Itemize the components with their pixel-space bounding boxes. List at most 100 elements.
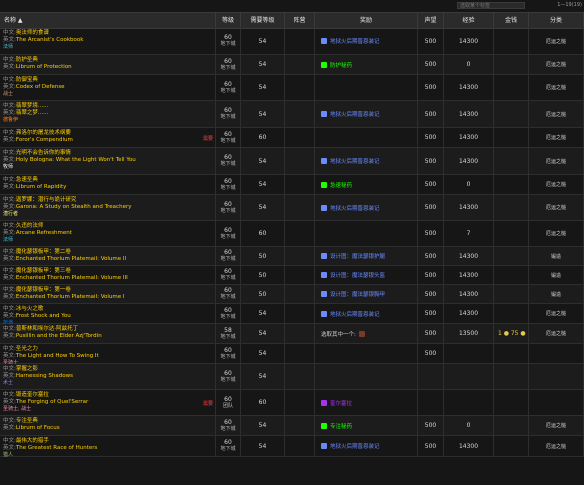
reward-item-link[interactable]: 设计图：魔法瑟银护腿 — [330, 254, 386, 260]
column-header-experience[interactable]: 经验 — [444, 13, 494, 28]
category-cell[interactable]: 厄运之槌 — [529, 324, 584, 343]
quest-name-chinese-link[interactable]: 奥法师的食谱 — [15, 30, 49, 36]
quest-name-english-link[interactable]: Garona: A Study on Stealth and Treachery — [15, 204, 132, 210]
reward-item-icon[interactable] — [321, 111, 327, 117]
quest-name-english-link[interactable]: Foror's Compendium — [15, 137, 73, 143]
search-input[interactable]: 选取某个标签 — [457, 2, 525, 9]
reward-item-link[interactable]: 地狱火后期晋恩装记 — [330, 112, 380, 118]
reward-item-icon[interactable] — [358, 330, 365, 337]
quest-name-chinese-link[interactable]: 冰与火之歌 — [15, 306, 44, 312]
category-cell[interactable] — [529, 390, 584, 415]
column-header-reputation[interactable]: 声望 — [418, 13, 444, 28]
table-row[interactable]: 中文:圣光之力 英文:The Light and How To Swing It 圣… — [0, 344, 584, 366]
quest-name-chinese-link[interactable]: 弗洛尔的屠龙技术纲要 — [15, 130, 71, 136]
table-row[interactable]: 中文:防护圣典 英文:Librum of Protection 60 地下城 54 500… — [0, 55, 584, 75]
reward-item-link[interactable]: 地狱火后期晋恩装记 — [330, 39, 380, 45]
quest-name-chinese-link[interactable]: 魔化瑟银板甲：第二卷 — [15, 249, 71, 255]
category-cell[interactable]: 锻造 — [529, 285, 584, 303]
table-row[interactable]: 中文:魔化瑟银板甲：第一卷 英文:Enchanted Thorium Platem… — [0, 285, 584, 304]
class-restriction[interactable]: 法师 — [3, 237, 14, 243]
category-cell[interactable]: 厄运之槌 — [529, 55, 584, 74]
class-restriction[interactable]: 法师 — [3, 44, 14, 50]
quest-name-chinese-link[interactable]: 掌握之影 — [15, 366, 38, 372]
column-header-required-level[interactable]: 需要等级 — [241, 13, 285, 28]
table-row[interactable]: 中文:光明不会告诉你的事情 英文:Holy Bologna: What the L… — [0, 148, 584, 175]
reward-item-link[interactable]: 设计图：魔法瑟银头盔 — [330, 273, 386, 279]
reward-item-icon[interactable] — [321, 443, 327, 449]
reward-item-link[interactable]: 奎尔塞拉 — [330, 400, 353, 407]
table-row[interactable]: 中文:锻造奎尔塞拉 英文:The Forging of Quel'Serrar 圣骑… — [0, 390, 584, 416]
category-cell[interactable]: 厄运之槌 — [529, 128, 584, 147]
class-restriction[interactable]: 圣骑士 — [3, 360, 19, 366]
class-restriction[interactable]: 术士 — [3, 380, 14, 386]
quest-name-english-link[interactable]: Arcane Refreshment — [15, 230, 72, 236]
quest-name-chinese-link[interactable]: 专注圣典 — [15, 418, 38, 424]
reward-item-icon[interactable] — [321, 253, 327, 259]
table-row[interactable]: 中文:奥法师的食谱 英文:The Arcanist's Cookbook 法师 60 地… — [0, 28, 584, 55]
category-cell[interactable]: 厄运之槌 — [529, 148, 584, 174]
quest-name-english-link[interactable]: The Light and How To Swing It — [15, 353, 99, 359]
quest-name-chinese-link[interactable]: 防御宝典 — [15, 77, 38, 83]
reward-item-icon[interactable] — [321, 61, 327, 68]
quest-name-english-link[interactable]: Frost Shock and You — [15, 313, 71, 319]
column-header-name[interactable]: 名称 ▲ — [0, 13, 216, 28]
reward-item-icon[interactable] — [321, 272, 327, 278]
category-cell[interactable] — [529, 344, 584, 363]
table-row[interactable]: 中文:久违的法师 英文:Arcane Refreshment 法师 60 地下城 60 50… — [0, 221, 584, 247]
column-header-category[interactable]: 分类 — [529, 13, 584, 28]
column-header-level[interactable]: 等级 — [216, 13, 241, 28]
table-row[interactable]: 中文:魔化瑟银板甲：第二卷 英文:Enchanted Thorium Platem… — [0, 247, 584, 266]
table-row[interactable]: 中文:翡翠梦境...... 英文:翡翠之梦...... 德鲁伊 60 地下城 54 500 1… — [0, 101, 584, 128]
category-cell[interactable]: 锻造 — [529, 266, 584, 284]
category-cell[interactable]: 厄运之槌 — [529, 175, 584, 194]
category-cell[interactable] — [529, 364, 584, 389]
quest-name-english-link[interactable]: Pusillin and the Elder Azj'Tordin — [15, 333, 102, 339]
quest-name-english-link[interactable]: Enchanted Thorium Platemail: Volume II — [15, 256, 127, 262]
category-cell[interactable]: 厄运之槌 — [529, 221, 584, 246]
table-row[interactable]: 中文:冰与火之歌 英文:Frost Shock and You 萨满 60 地下城 54 5… — [0, 304, 584, 326]
reward-item-icon[interactable] — [321, 181, 327, 188]
column-header-money[interactable]: 金钱 — [494, 13, 529, 28]
category-cell[interactable]: 厄运之槌 — [529, 28, 584, 54]
reward-item-link[interactable]: 防护秘药 — [330, 62, 353, 69]
table-row[interactable]: 中文:急速圣典 英文:Librum of Rapidity 60 地下城 54 500 0 厄… — [0, 175, 584, 195]
reward-item-link[interactable]: 地狱火后期晋恩装记 — [330, 311, 380, 318]
quest-name-chinese-link[interactable]: 翡翠梦境...... — [15, 103, 49, 109]
table-row[interactable]: 中文:普斯林和埃尔达·阿兹托丁 英文:Pusillin and the Elder… — [0, 324, 584, 344]
category-cell[interactable]: 厄运之槌 — [529, 101, 584, 127]
table-row[interactable]: 中文:迦罗娜：潜行与诡计研究 英文:Garona: A Study on Stea… — [0, 195, 584, 221]
quest-name-english-link[interactable]: Codex of Defense — [15, 84, 65, 90]
quest-name-english-link[interactable]: Holy Bologna: What the Light Won't Tell … — [15, 157, 136, 163]
reward-item-icon[interactable] — [321, 399, 327, 406]
quest-name-english-link[interactable]: The Greatest Race of Hunters — [15, 445, 98, 451]
quest-name-english-link[interactable]: Harnessing Shadows — [15, 373, 73, 379]
category-cell[interactable]: 厄运之槌 — [529, 195, 584, 220]
reward-item-icon[interactable] — [321, 204, 327, 211]
column-header-rewards[interactable]: 奖励 — [315, 13, 418, 28]
quest-name-chinese-link[interactable]: 光明不会告诉你的事情 — [15, 150, 71, 156]
quest-name-chinese-link[interactable]: 普斯林和埃尔达·阿兹托丁 — [15, 326, 79, 332]
category-cell[interactable]: 厄运之槌 — [529, 75, 584, 100]
table-row[interactable]: 中文:掌握之影 英文:Harnessing Shadows 术士 60 地下城 54 — [0, 364, 584, 390]
class-restriction[interactable]: 圣骑士, 战士 — [3, 406, 32, 412]
reward-item-link[interactable]: 地狱火后期晋恩装记 — [330, 444, 380, 450]
category-cell[interactable]: 厄运之槌 — [529, 416, 584, 435]
quest-name-chinese-link[interactable]: 魔化瑟银板甲：第三卷 — [15, 268, 71, 274]
category-cell[interactable]: 厄运之槌 — [529, 304, 584, 323]
reward-item-link[interactable]: 选取其中一个: — [321, 331, 356, 338]
class-restriction[interactable]: 牧师 — [3, 164, 14, 170]
quest-name-chinese-link[interactable]: 魔化瑟银板甲：第一卷 — [15, 287, 71, 293]
reward-item-link[interactable]: 地狱火后期晋恩装记 — [330, 205, 380, 212]
reward-item-link[interactable]: 设计图：魔法瑟银胸甲 — [330, 292, 386, 298]
quest-name-english-link[interactable]: Enchanted Thorium Platemail: Volume III — [15, 275, 128, 281]
category-cell[interactable]: 锻造 — [529, 247, 584, 265]
quest-name-english-link[interactable]: 翡翠之梦...... — [15, 110, 49, 116]
category-cell[interactable]: 厄运之槌 — [529, 436, 584, 456]
reward-item-icon[interactable] — [321, 38, 327, 44]
reward-item-link[interactable]: 急速秘药 — [330, 182, 353, 189]
table-row[interactable]: 中文:防御宝典 英文:Codex of Defense 战士 60 地下城 54 500 14… — [0, 75, 584, 101]
quest-name-chinese-link[interactable]: 久违的法师 — [15, 223, 44, 229]
reward-item-link[interactable]: 地狱火后期晋恩装记 — [330, 159, 380, 165]
class-restriction[interactable]: 潜行者 — [3, 211, 19, 217]
reward-item-link[interactable]: 专注秘药 — [330, 423, 353, 430]
